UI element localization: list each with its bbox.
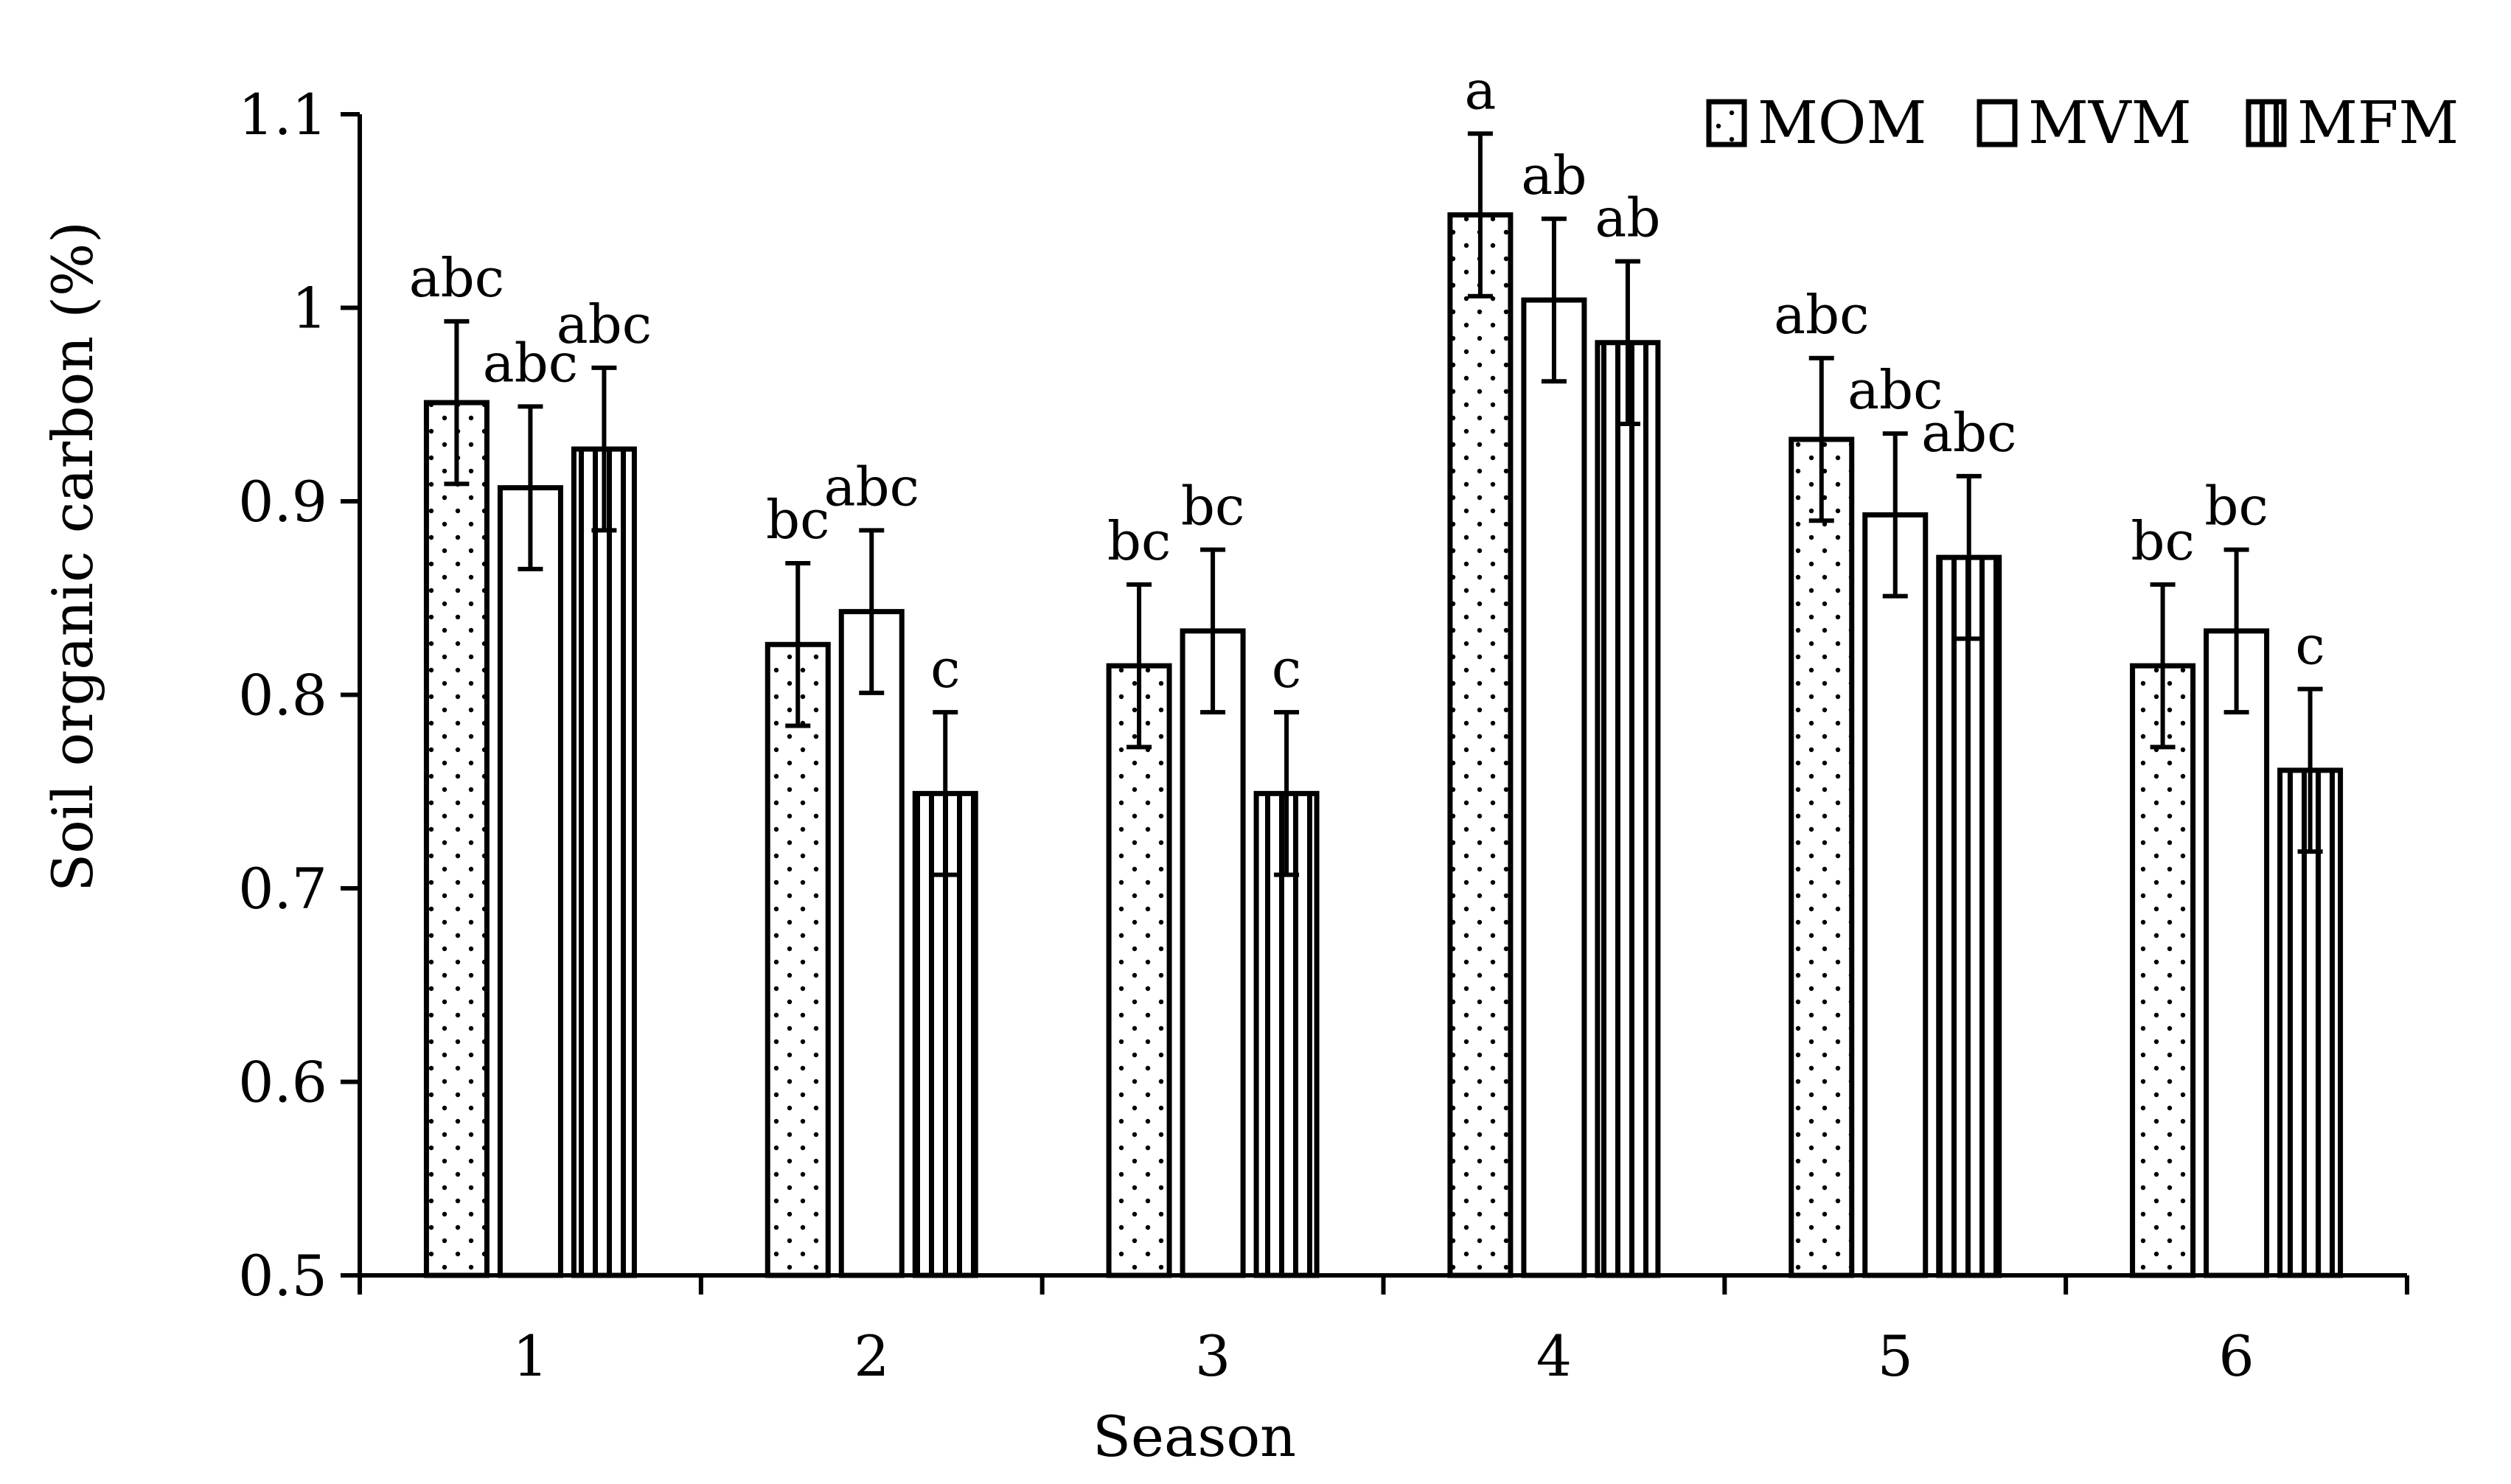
significance-label: ab bbox=[1595, 187, 1660, 249]
y-tick-label: 0.6 bbox=[238, 1050, 327, 1115]
bar-mom-season-3 bbox=[1106, 663, 1172, 1278]
bar-mom-season-2 bbox=[765, 641, 831, 1278]
legend-swatch-mfm bbox=[2246, 99, 2287, 147]
bar-mom-season-1 bbox=[423, 400, 490, 1278]
y-tick-label: 0.9 bbox=[238, 469, 327, 534]
bar-mvm-season-3 bbox=[1180, 628, 1246, 1278]
significance-label: bc bbox=[2131, 510, 2194, 572]
significance-label: abc bbox=[1921, 402, 2016, 464]
error-bars-layer bbox=[444, 131, 2323, 877]
significance-label: a bbox=[1464, 59, 1496, 121]
x-tick-label: 4 bbox=[1536, 1323, 1572, 1389]
bar-mvm-season-6 bbox=[2204, 628, 2270, 1278]
legend-label-mvm: MVM bbox=[2028, 88, 2192, 157]
legend-swatch-mom bbox=[1706, 99, 1747, 147]
y-tick-label: 0.7 bbox=[238, 856, 327, 922]
x-tick-label: 6 bbox=[2218, 1323, 2254, 1389]
bars-layer bbox=[423, 212, 2344, 1278]
significance-label: abc bbox=[1774, 284, 1869, 346]
significance-label: bc bbox=[1107, 510, 1171, 572]
x-tick-label: 1 bbox=[512, 1323, 548, 1389]
legend-swatch-mvm bbox=[1977, 99, 2018, 147]
bar-mfm-season-4 bbox=[1595, 340, 1661, 1278]
significance-label: ab bbox=[1521, 144, 1587, 206]
bar-mvm-season-2 bbox=[838, 609, 905, 1278]
significance-label: abc bbox=[483, 332, 578, 394]
y-tick-label: 1.1 bbox=[238, 82, 327, 147]
bar-mfm-season-2 bbox=[912, 790, 978, 1278]
bar-mfm-season-5 bbox=[1936, 554, 2002, 1278]
significance-label: bc bbox=[1181, 475, 1244, 537]
bar-mvm-season-4 bbox=[1521, 297, 1587, 1278]
significance-label: bc bbox=[2204, 475, 2268, 537]
bar-mom-season-5 bbox=[1789, 436, 1855, 1278]
significance-label: abc bbox=[824, 456, 919, 518]
significance-label: c bbox=[1272, 638, 1301, 700]
legend: MOM MVM MFM bbox=[1706, 88, 2459, 157]
x-axis: 1 2 3 4 5 6 bbox=[358, 1273, 2409, 1389]
significance-label: c bbox=[930, 638, 960, 700]
bar-mfm-season-1 bbox=[571, 446, 637, 1278]
significance-label: c bbox=[2295, 615, 2324, 677]
x-axis-title: Season bbox=[1093, 1404, 1296, 1469]
bar-mvm-season-1 bbox=[497, 485, 563, 1278]
y-axis-title: Soil organic carbon (%) bbox=[40, 221, 105, 892]
x-tick-label: 2 bbox=[854, 1323, 889, 1389]
legend-label-mom: MOM bbox=[1758, 88, 1926, 157]
significance-label: bc bbox=[766, 489, 829, 551]
bar-mom-season-4 bbox=[1447, 212, 1514, 1278]
bar-mvm-season-5 bbox=[1862, 512, 1929, 1278]
y-tick-label: 0.5 bbox=[238, 1243, 327, 1309]
bar-mfm-season-6 bbox=[2277, 767, 2344, 1278]
significance-label: abc bbox=[409, 247, 504, 309]
y-axis: 0.5 0.6 0.7 0.8 0.9 1 1.1 bbox=[238, 82, 362, 1309]
y-tick-label: 1 bbox=[292, 276, 327, 341]
significance-label: abc bbox=[557, 293, 652, 355]
y-tick-label: 0.8 bbox=[238, 663, 327, 728]
significance-label: abc bbox=[1847, 359, 1943, 421]
bar-mom-season-6 bbox=[2130, 663, 2196, 1278]
x-tick-label: 3 bbox=[1195, 1323, 1230, 1389]
legend-label-mfm: MFM bbox=[2297, 88, 2459, 157]
x-tick-label: 5 bbox=[1878, 1323, 1913, 1389]
